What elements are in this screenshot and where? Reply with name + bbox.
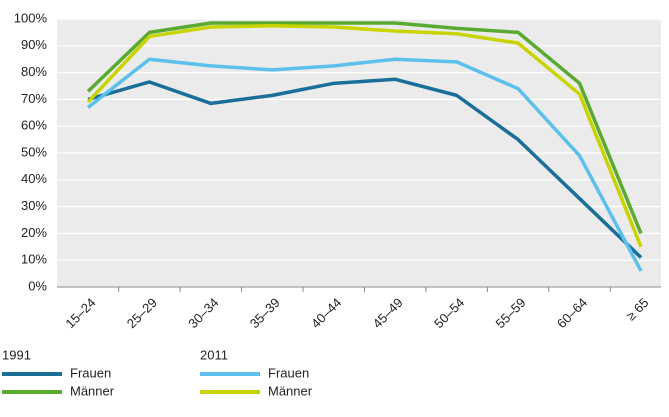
legend-label: Frauen (268, 365, 309, 380)
y-tick-label: 70% (21, 91, 47, 106)
legend-label: Männer (70, 383, 115, 398)
x-tick-label: 40–44 (308, 295, 344, 331)
legend-group-title: 2011 (200, 347, 228, 362)
legend-group-title: 1991 (2, 347, 31, 362)
y-tick-label: 100% (14, 10, 48, 25)
legend-label: Männer (268, 383, 313, 398)
y-tick-label: 10% (21, 252, 47, 267)
y-tick-label: 0% (28, 278, 47, 293)
x-tick-label: 25–29 (124, 295, 160, 331)
y-tick-label: 40% (21, 171, 47, 186)
series-line (87, 77, 643, 259)
x-tick-label: 45–49 (370, 295, 406, 331)
y-tick-label: 80% (21, 64, 47, 79)
y-tick-label: 50% (21, 144, 47, 159)
series-line (86, 57, 643, 272)
legend-label: Frauen (70, 365, 111, 380)
x-tick-label: 60–64 (554, 295, 590, 331)
y-tick-label: 30% (21, 198, 47, 213)
y-tick-label: 90% (21, 37, 47, 52)
y-tick-label: 20% (21, 225, 47, 240)
series-line (86, 21, 643, 235)
y-tick-label: 60% (21, 118, 47, 133)
x-tick-label: ≥ 65 (623, 295, 651, 323)
x-tick-label: 35–39 (247, 295, 283, 331)
x-tick-label: 50–54 (431, 295, 467, 331)
x-tick-label: 55–59 (492, 295, 528, 331)
x-tick-label: 15–24 (62, 295, 98, 331)
x-tick-label: 30–34 (185, 295, 221, 331)
series-line (86, 23, 643, 248)
